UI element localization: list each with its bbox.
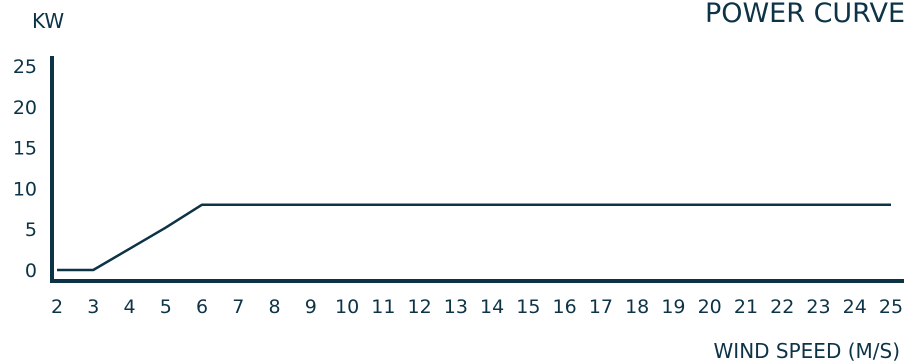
y-tick-labels: 0 5 10 15 20 25 xyxy=(13,56,37,282)
x-tick-label: 13 xyxy=(444,296,468,318)
y-axis-label: KW xyxy=(32,9,64,33)
x-tick-label: 9 xyxy=(305,296,317,318)
x-tick-label: 11 xyxy=(371,296,395,318)
x-tick-label: 20 xyxy=(698,296,722,318)
x-tick-label: 3 xyxy=(87,296,99,318)
x-tick-label: 17 xyxy=(589,296,613,318)
x-tick-label: 25 xyxy=(879,296,903,318)
y-tick-label: 20 xyxy=(13,97,37,119)
x-tick-label: 24 xyxy=(843,296,867,318)
x-tick-label: 7 xyxy=(232,296,244,318)
x-tick-label: 21 xyxy=(734,296,758,318)
series-group xyxy=(57,203,891,272)
x-tick-label: 12 xyxy=(408,296,432,318)
x-tick-label: 8 xyxy=(269,296,281,318)
chart-title: POWER CURVE xyxy=(705,0,905,29)
x-tick-label: 4 xyxy=(123,296,135,318)
x-tick-label: 14 xyxy=(480,296,504,318)
y-tick-label: 0 xyxy=(25,260,37,282)
y-tick-label: 10 xyxy=(13,178,37,200)
x-tick-label: 2 xyxy=(51,296,63,318)
x-tick-label: 15 xyxy=(516,296,540,318)
x-tick-label: 6 xyxy=(196,296,208,318)
x-tick-label: 5 xyxy=(160,296,172,318)
x-axis-label: WIND SPEED (M/S) xyxy=(714,339,900,363)
y-tick-label: 15 xyxy=(13,138,37,160)
x-tick-label: 22 xyxy=(770,296,794,318)
x-tick-label: 23 xyxy=(806,296,830,318)
series-line xyxy=(57,203,891,272)
y-tick-label: 25 xyxy=(13,56,37,78)
x-tick-labels: 2 3 4 5 6 7 8 9 10 11 12 13 14 15 16 17 18 19 20 21 22 23 24 25 xyxy=(51,296,903,318)
y-tick-label: 5 xyxy=(25,219,37,241)
x-tick-label: 18 xyxy=(625,296,649,318)
x-tick-label: 10 xyxy=(335,296,359,318)
x-tick-label: 19 xyxy=(661,296,685,318)
x-tick-label: 16 xyxy=(553,296,577,318)
